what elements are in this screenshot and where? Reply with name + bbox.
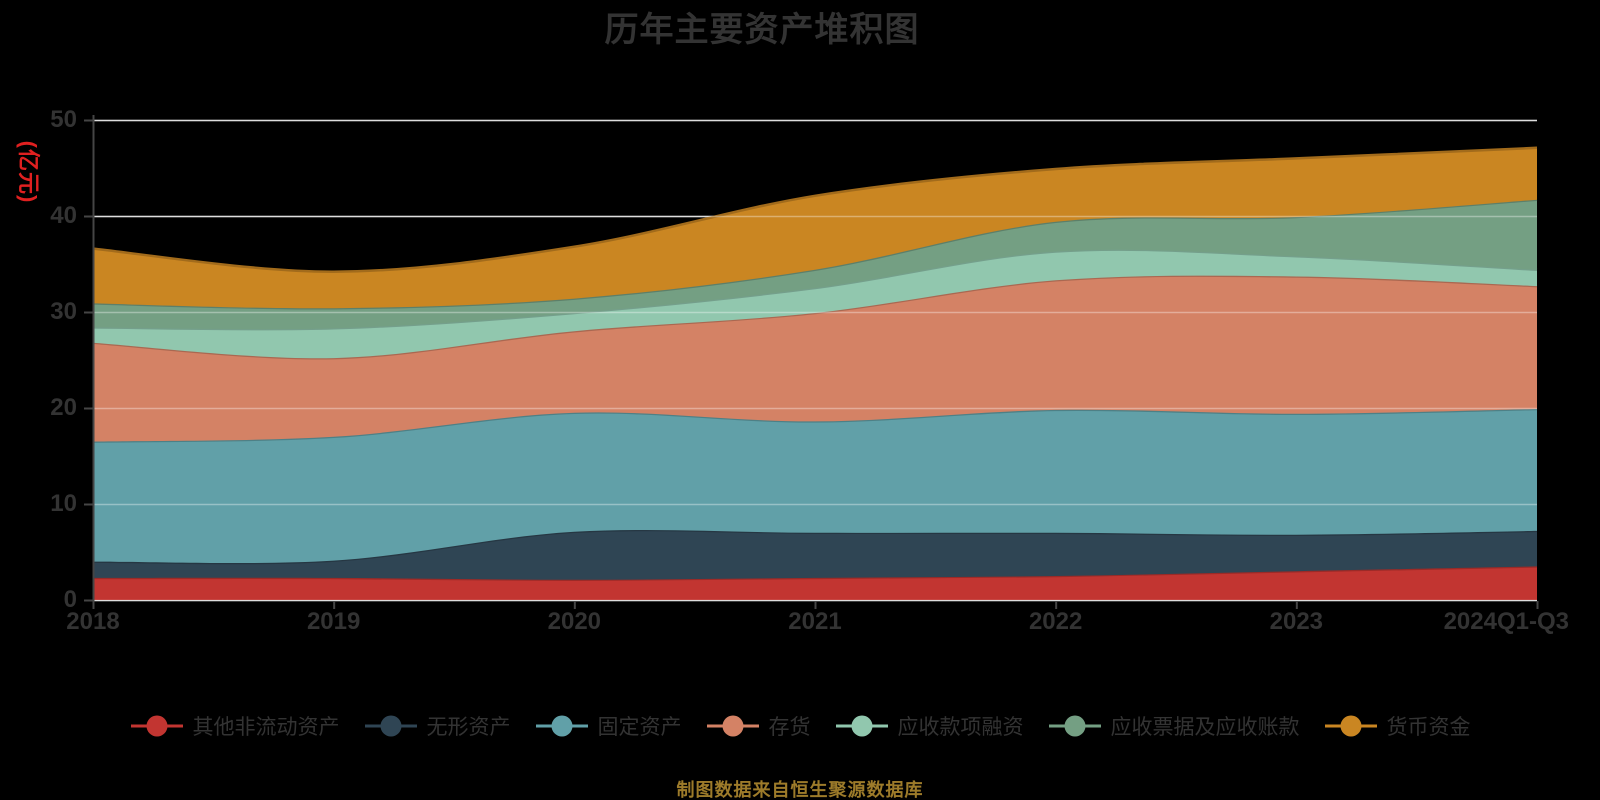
legend-marker-icon (1048, 715, 1101, 737)
y-tick-label: 10 (50, 490, 77, 517)
y-tick-label: 0 (63, 586, 77, 613)
legend-marker-icon (706, 715, 759, 737)
y-tick-label: 30 (50, 298, 77, 325)
legend-item-6[interactable]: 货币资金 (1324, 711, 1471, 741)
legend: 其他非流动资产 无形资产 固定资产 存货 应收款项融资 应收票据及应收账款 货币资金 (0, 703, 1600, 749)
legend-label: 货币资金 (1386, 716, 1471, 739)
data-source-note: 制图数据来自恒生聚源数据库 (676, 780, 924, 800)
chart-title: 历年主要资产堆积图 (604, 11, 920, 49)
legend-item-5[interactable]: 应收票据及应收账款 (1048, 711, 1300, 741)
legend-label: 无形资产 (426, 716, 511, 739)
x-tick-label: 2019 (306, 608, 361, 635)
area-band-4 (93, 249, 1537, 359)
area-band-1 (93, 529, 1537, 580)
series-line-6 (92, 146, 1538, 273)
x-tick-label: 2020 (547, 608, 602, 635)
legend-label: 固定资产 (597, 716, 682, 739)
legend-label: 存货 (768, 716, 811, 739)
legend-marker-icon (130, 715, 183, 737)
x-tick-label: 2021 (788, 608, 842, 635)
area-band-6 (93, 147, 1537, 309)
x-tick-label: 2018 (66, 608, 120, 635)
x-tick-label: 2023 (1269, 608, 1324, 635)
legend-label: 应收票据及应收账款 (1110, 716, 1300, 739)
area-band-3 (93, 275, 1537, 442)
legend-label: 其他非流动资产 (192, 716, 340, 739)
x-tick-label: 2024Q1-Q3 (1443, 608, 1569, 635)
area-band-2 (93, 409, 1537, 564)
legend-marker-icon (535, 715, 588, 737)
legend-label: 应收款项融资 (897, 716, 1024, 739)
legend-marker-icon (364, 715, 417, 737)
y-tick-label: 50 (50, 106, 77, 133)
legend-item-0[interactable]: 其他非流动资产 (130, 711, 340, 741)
legend-item-3[interactable]: 存货 (706, 711, 811, 741)
y-tick-label: 40 (50, 202, 77, 229)
y-tick-label: 20 (50, 394, 77, 421)
legend-marker-icon (835, 715, 888, 737)
legend-marker-icon (1324, 715, 1377, 737)
area-band-5 (93, 199, 1537, 330)
legend-item-2[interactable]: 固定资产 (535, 711, 682, 741)
legend-item-4[interactable]: 应收款项融资 (835, 711, 1024, 741)
x-tick-label: 2022 (1028, 608, 1083, 635)
legend-item-1[interactable]: 无形资产 (364, 711, 511, 741)
